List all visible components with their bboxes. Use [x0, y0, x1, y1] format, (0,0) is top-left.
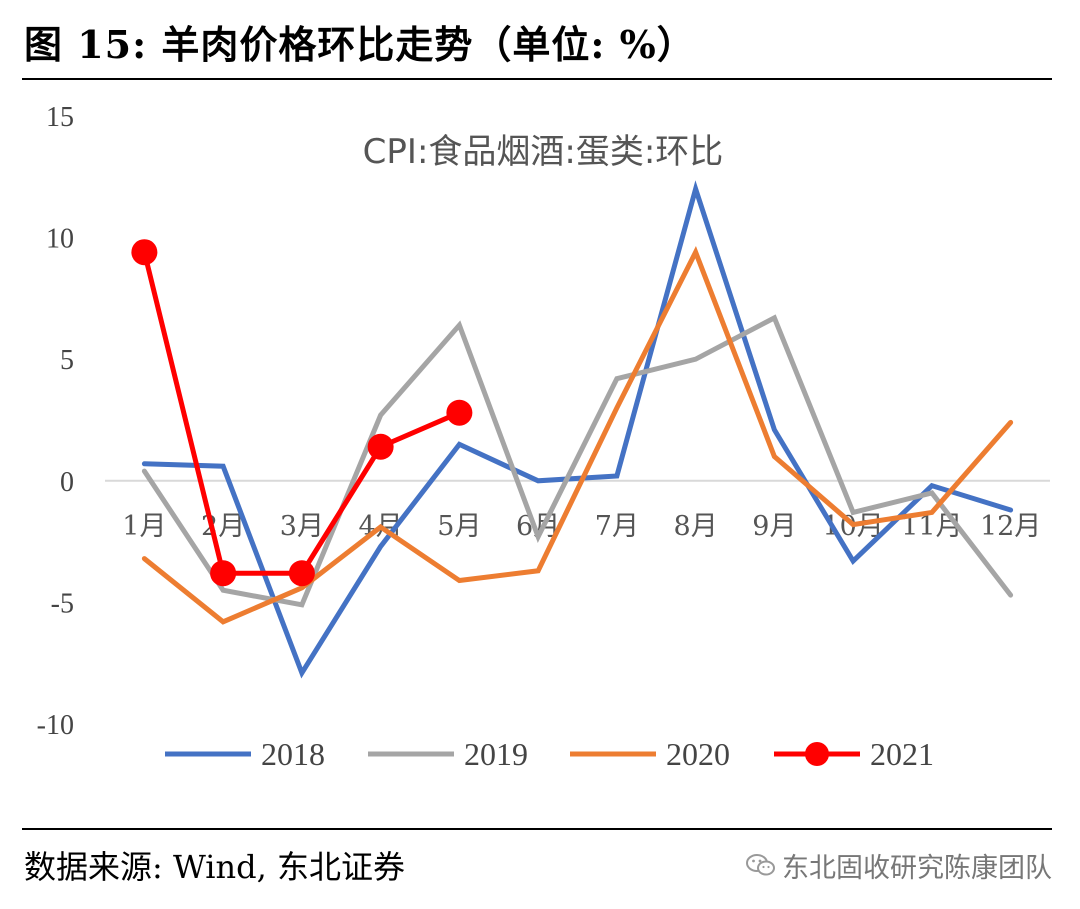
legend-label-2020: 2020: [666, 736, 730, 772]
x-tick-label: 7月: [595, 511, 639, 542]
watermark-text: 东北固收研究陈康团队: [782, 853, 1052, 884]
legend-label-2019: 2019: [464, 736, 528, 772]
series-line-2020: [141, 246, 1014, 625]
y-tick-label: -10: [37, 710, 74, 741]
series-point-2021: [446, 399, 473, 426]
series-line-2018: [141, 180, 1014, 679]
x-tick-label: 8月: [674, 511, 718, 542]
chart-title: CPI:食品烟酒:蛋类:环比: [363, 132, 724, 172]
y-tick-label: 15: [46, 102, 74, 133]
y-tick-label: 10: [46, 224, 74, 255]
source-note: 数据来源: Wind, 东北证券: [24, 848, 405, 886]
footer-rule: [22, 828, 1052, 830]
series-point-2021: [131, 239, 158, 266]
y-tick-label: 5: [60, 345, 74, 376]
series-line-2019: [141, 314, 1014, 608]
x-tick-label: 9月: [752, 511, 796, 542]
series-group: [131, 180, 1014, 679]
y-tick-label: -5: [51, 588, 74, 619]
x-tick-label: 5月: [437, 511, 481, 542]
x-tick-label: 1月: [122, 511, 166, 542]
title-rule: [22, 78, 1052, 80]
x-tick-label: 3月: [280, 511, 324, 542]
legend-label-2018: 2018: [261, 736, 325, 772]
series-point-2021: [367, 433, 394, 460]
figure-title: 图 15: 羊肉价格环比走势（单位: %）: [24, 22, 696, 67]
watermark: 东北固收研究陈康团队: [746, 846, 1052, 885]
legend-label-2021: 2021: [870, 736, 934, 772]
y-tick-label: 0: [60, 467, 74, 498]
x-tick-label: 12月: [980, 511, 1041, 542]
wechat-icon: [746, 853, 776, 884]
series-point-2021: [288, 560, 315, 587]
series-point-2021: [210, 560, 237, 587]
legend: 2018 2019 2020 2021: [165, 736, 934, 772]
y-axis: -10 -5 0 5 10 15: [37, 102, 74, 741]
legend-marker-2021: [805, 742, 829, 766]
